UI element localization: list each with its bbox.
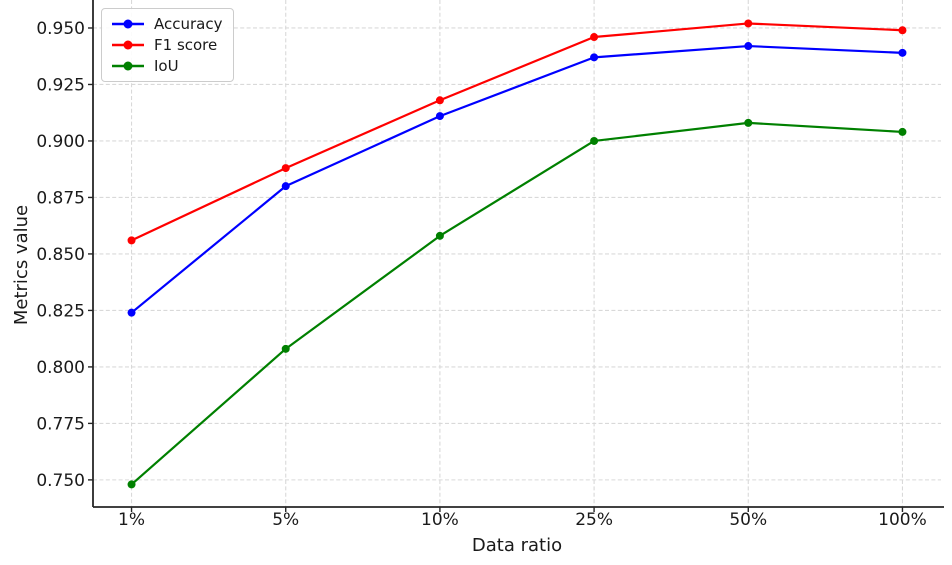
marker-f1-score-1- (127, 236, 136, 245)
tick-marks (88, 27, 904, 512)
marker-accuracy-50- (744, 42, 753, 51)
y-tick-label-0.900: 0.900 (36, 132, 85, 152)
marker-iou-1- (127, 480, 136, 489)
marker-f1-score-50- (744, 19, 753, 28)
gridlines (93, 0, 941, 507)
legend-dot (123, 19, 133, 29)
legend-dot (123, 40, 133, 50)
y-tick-label-0.825: 0.825 (36, 301, 85, 321)
legend-dot (123, 61, 133, 71)
series-iou (127, 118, 907, 489)
y-tick-label-0.850: 0.850 (36, 245, 85, 265)
legend: Accuracy F1 score IoU (101, 8, 235, 82)
x-tick-labels: 1% 5% 10% 25% 50% 100% (118, 510, 927, 530)
y-tick-label-0.950: 0.950 (36, 19, 85, 39)
marker-accuracy-100- (898, 48, 907, 57)
legend-item-accuracy: Accuracy (111, 14, 222, 34)
series-accuracy (127, 42, 907, 317)
series-line-iou (130, 121, 904, 486)
series-line-accuracy (130, 44, 904, 314)
legend-marker-accuracy (112, 19, 144, 29)
marker-f1-score-100- (898, 26, 907, 35)
series-f1-score (127, 19, 907, 245)
y-tick-label-0.800: 0.800 (36, 358, 85, 378)
marker-f1-score-25- (590, 33, 599, 42)
marker-iou-10- (435, 231, 444, 240)
legend-marker-iou (112, 61, 144, 71)
marker-f1-score-5- (281, 164, 290, 173)
marker-f1-score-10- (435, 96, 444, 105)
marker-accuracy-5- (281, 182, 290, 191)
y-tick-labels: 0.750 0.775 0.800 0.825 0.850 0.875 0.900 0.925… (36, 19, 85, 491)
series-line-f1-score (130, 22, 904, 242)
y-tick-label-0.875: 0.875 (36, 188, 85, 208)
x-tick-label-10-: 10% (421, 510, 459, 530)
marker-accuracy-25- (590, 53, 599, 62)
legend-label-f1-score: F1 score (154, 36, 218, 54)
y-tick-label-0.775: 0.775 (36, 414, 85, 434)
marker-iou-50- (744, 118, 753, 127)
y-tick-label-0.750: 0.750 (36, 471, 85, 491)
marker-iou-100- (898, 127, 907, 136)
y-tick-label-0.925: 0.925 (36, 75, 85, 95)
marker-accuracy-10- (435, 112, 444, 121)
legend-label-accuracy: Accuracy (154, 15, 223, 33)
legend-item-iou: IoU (111, 56, 222, 76)
x-tick-label-100-: 100% (878, 510, 927, 530)
x-tick-label-25-: 25% (575, 510, 613, 530)
x-tick-label-50-: 50% (729, 510, 767, 530)
legend-item-f1-score: F1 score (111, 35, 222, 55)
marker-iou-5- (281, 344, 290, 353)
legend-marker-f1-score (112, 40, 144, 50)
legend-label-iou: IoU (154, 57, 179, 75)
x-tick-label-1-: 1% (118, 510, 145, 530)
marker-iou-25- (590, 136, 599, 145)
x-tick-label-5-: 5% (272, 510, 299, 530)
marker-accuracy-1- (127, 308, 136, 317)
